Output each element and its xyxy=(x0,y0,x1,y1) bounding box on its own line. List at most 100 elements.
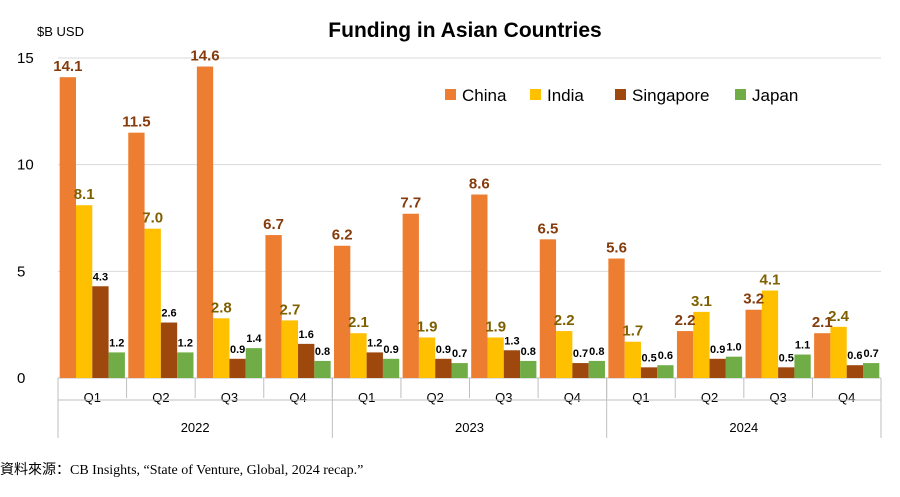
bar-india-5 xyxy=(350,333,367,378)
data-label-singapore: 0.6 xyxy=(847,350,862,362)
data-label-singapore: 1.6 xyxy=(299,329,314,341)
legend-swatch-singapore xyxy=(615,89,626,100)
bar-india-12 xyxy=(830,326,847,378)
data-label-singapore: 0.9 xyxy=(436,344,451,356)
bar-singapore-7 xyxy=(503,350,521,378)
bar-india-8 xyxy=(556,331,573,378)
data-label-singapore: 1.3 xyxy=(504,335,519,347)
x-category-label: Q3 xyxy=(495,390,512,405)
data-label-china: 6.7 xyxy=(263,216,284,233)
data-label-japan: 0.8 xyxy=(521,346,536,358)
bar-japan-2 xyxy=(177,352,194,378)
legend-label-china: China xyxy=(462,86,507,105)
data-label-china: 5.6 xyxy=(606,240,627,257)
bar-india-2 xyxy=(144,228,161,378)
data-label-china: 6.2 xyxy=(332,227,353,244)
x-category-label: Q1 xyxy=(632,390,649,405)
bar-singapore-2 xyxy=(160,322,178,378)
data-label-india: 2.2 xyxy=(554,312,575,329)
bar-china-12 xyxy=(814,333,831,378)
bar-china-4 xyxy=(265,235,282,378)
x-category-label: Q4 xyxy=(564,390,581,405)
data-label-india: 2.8 xyxy=(211,299,232,316)
data-labels: 14.18.14.31.211.57.02.61.214.62.80.91.46… xyxy=(53,48,879,365)
bar-japan-3 xyxy=(245,348,263,378)
x-category-label: Q4 xyxy=(838,390,855,405)
data-label-india: 4.1 xyxy=(760,272,781,289)
bar-japan-1 xyxy=(108,352,125,378)
data-label-china: 14.6 xyxy=(190,48,219,65)
data-label-singapore: 0.7 xyxy=(573,348,588,360)
bar-japan-10 xyxy=(725,356,743,378)
data-label-japan: 1.0 xyxy=(726,342,741,354)
data-label-china: 2.1 xyxy=(812,314,833,331)
bar-china-5 xyxy=(334,245,351,378)
bar-china-3 xyxy=(196,66,214,378)
x-category-label: Q2 xyxy=(152,390,169,405)
data-label-india: 1.9 xyxy=(417,318,438,335)
chart-title: Funding in Asian Countries xyxy=(328,19,601,42)
bar-singapore-12 xyxy=(846,365,864,378)
data-label-china: 3.2 xyxy=(743,291,764,308)
bar-japan-12 xyxy=(863,363,880,378)
data-label-japan: 0.9 xyxy=(383,344,398,356)
x-group-label: 2022 xyxy=(181,420,210,435)
bar-singapore-11 xyxy=(778,367,795,378)
data-label-singapore: 4.3 xyxy=(93,271,108,283)
bar-japan-6 xyxy=(451,363,468,378)
bar-india-10 xyxy=(693,311,710,378)
x-group-label: 2023 xyxy=(455,420,484,435)
bar-singapore-6 xyxy=(435,358,452,378)
data-label-india: 2.1 xyxy=(348,314,369,331)
data-label-japan: 0.8 xyxy=(315,346,330,358)
legend-swatch-japan xyxy=(735,89,746,100)
bar-singapore-9 xyxy=(640,367,658,378)
data-label-japan: 1.1 xyxy=(795,340,810,352)
bar-singapore-1 xyxy=(92,286,109,378)
data-label-india: 3.1 xyxy=(691,293,712,310)
y-tick-label: 10 xyxy=(17,157,34,174)
bar-japan-7 xyxy=(520,360,537,378)
data-label-india: 1.7 xyxy=(622,323,643,340)
x-category-label: Q2 xyxy=(427,390,444,405)
data-label-singapore: 0.5 xyxy=(641,352,656,364)
axes: 0 5 10 15 Q1 Q2 Q3 Q4 Q1 Q2 Q3 Q4 Q1 Q2 Q3 Q4 2022 2023 20… xyxy=(17,50,882,438)
bar-singapore-3 xyxy=(229,358,246,378)
bar-china-2 xyxy=(128,132,145,378)
data-label-japan: 0.8 xyxy=(589,346,604,358)
data-label-japan: 1.2 xyxy=(109,337,124,349)
data-label-china: 11.5 xyxy=(122,114,150,131)
bar-singapore-4 xyxy=(298,343,315,378)
x-category-label: Q1 xyxy=(358,390,375,405)
data-label-japan: 0.6 xyxy=(658,350,673,362)
bar-singapore-5 xyxy=(366,352,383,378)
data-label-japan: 0.7 xyxy=(452,348,467,360)
bar-china-9 xyxy=(608,258,625,378)
data-label-singapore: 0.9 xyxy=(230,344,245,356)
y-tick-label: 15 xyxy=(17,50,34,67)
bar-china-1 xyxy=(59,77,76,378)
y-tick-label: 0 xyxy=(17,370,25,387)
bar-japan-11 xyxy=(794,354,811,378)
data-label-singapore: 0.5 xyxy=(779,352,794,364)
bar-china-11 xyxy=(745,309,762,378)
data-label-japan: 0.7 xyxy=(864,348,879,360)
x-group-label: 2024 xyxy=(729,420,758,435)
legend-swatch-china xyxy=(445,89,456,100)
data-label-singapore: 1.2 xyxy=(367,337,382,349)
bar-china-8 xyxy=(539,239,557,378)
bar-india-9 xyxy=(624,341,641,378)
bar-india-4 xyxy=(281,320,299,378)
bar-singapore-8 xyxy=(572,363,589,378)
data-label-japan: 1.2 xyxy=(178,337,193,349)
bars xyxy=(59,66,880,378)
legend-label-japan: Japan xyxy=(752,86,798,105)
bar-india-3 xyxy=(213,318,230,378)
x-category-label: Q4 xyxy=(289,390,306,405)
source-note: 資料來源：CB Insights, “State of Venture, Glo… xyxy=(0,463,364,478)
data-label-china: 6.5 xyxy=(537,220,558,237)
data-label-china: 8.6 xyxy=(469,176,490,193)
data-label-china: 2.2 xyxy=(675,312,696,329)
